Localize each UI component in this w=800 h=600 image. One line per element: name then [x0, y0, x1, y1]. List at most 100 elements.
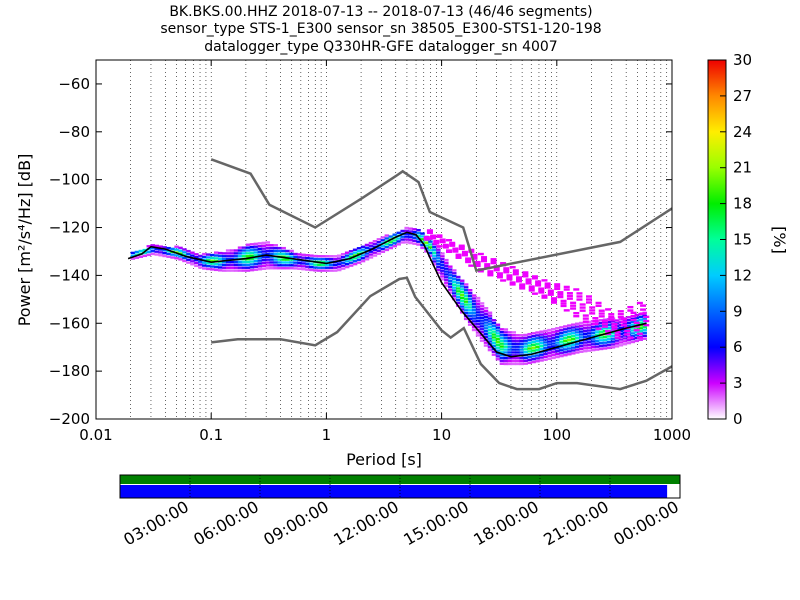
- heatmap-cell: [555, 350, 560, 353]
- heatmap-cell: [531, 332, 536, 335]
- heatmap-cell: [336, 254, 342, 257]
- heatmap-cell: [535, 360, 540, 363]
- heatmap-cell: [582, 341, 588, 344]
- heatmap-cell: [368, 253, 374, 256]
- heatmap-cell: [465, 259, 472, 262]
- heatmap-cell: [487, 323, 493, 326]
- heatmap-cell: [551, 345, 556, 348]
- heatmap-cell: [582, 344, 588, 347]
- heatmap-cell: [567, 347, 572, 350]
- colorbar-ticks: 0 3 6 9 12 15 18 21 24 27 30: [720, 51, 752, 428]
- heatmap-cell: [297, 267, 302, 270]
- heatmap-cell: [225, 257, 231, 261]
- heatmap-cell: [428, 249, 433, 252]
- heatmap-cell: [495, 326, 501, 329]
- heatmap-cell: [448, 274, 453, 277]
- heatmap-cell: [507, 351, 513, 354]
- heatmap-cell: [638, 315, 643, 319]
- heatmap-cell: [317, 269, 322, 272]
- heatmap-cell: [477, 270, 484, 273]
- heatmap-cell: [452, 247, 459, 250]
- heatmap-cell: [237, 269, 243, 272]
- heatmap-cell: [463, 300, 469, 303]
- heatmap-cell: [606, 335, 612, 338]
- colorbar-tick-label: 9: [733, 302, 743, 320]
- heatmap-cell: [602, 338, 608, 342]
- heatmap-cell: [285, 267, 290, 270]
- timeline-tick-label: 21:00:00: [540, 497, 612, 549]
- heatmap-cell: [633, 325, 640, 328]
- heatmap-cell: [202, 261, 207, 264]
- heatmap-cell: [428, 246, 433, 249]
- heatmap-cell: [348, 258, 354, 262]
- heatmap-cell: [225, 249, 231, 252]
- heatmap-cell: [642, 328, 647, 332]
- heatmap-cell: [467, 291, 473, 295]
- heatmap-cell: [479, 305, 485, 308]
- heatmap-cell: [436, 245, 443, 248]
- heatmap-cell: [551, 297, 558, 300]
- heatmap-cell: [618, 341, 624, 344]
- heatmap-cell: [364, 255, 370, 258]
- heatmap-cell: [601, 319, 608, 323]
- heatmap-cell: [404, 235, 409, 238]
- heatmap-cell: [573, 311, 580, 315]
- heatmap-cell: [233, 255, 239, 258]
- heatmap-cell: [213, 262, 219, 266]
- heatmap-cell: [150, 244, 155, 247]
- heatmap-cell: [305, 265, 310, 268]
- heatmap-cell: [178, 249, 183, 252]
- heatmap-cell: [432, 260, 437, 263]
- heatmap-cell: [289, 264, 294, 267]
- heatmap-cell: [265, 252, 271, 256]
- heatmap-cell: [634, 333, 640, 337]
- heatmap-cell: [309, 268, 314, 272]
- heatmap-cell: [444, 267, 449, 270]
- heatmap-cell: [313, 269, 318, 272]
- heatmap-cell: [269, 244, 275, 247]
- heatmap-cell: [221, 255, 227, 258]
- heatmap-cell: [622, 322, 628, 326]
- heatmap-cell: [523, 362, 528, 365]
- heatmap-cell: [491, 330, 497, 333]
- heatmap-cell: [446, 250, 453, 254]
- heatmap-cell: [543, 346, 548, 350]
- heatmap-cell: [233, 266, 239, 269]
- heatmap-cell: [380, 244, 386, 248]
- heatmap-cell: [289, 267, 294, 270]
- heatmap-cell: [436, 234, 443, 237]
- heatmap-cell: [479, 339, 485, 342]
- heatmap-cell: [217, 251, 223, 255]
- heatmap-cell: [515, 339, 520, 343]
- heatmap-cell: [408, 233, 413, 236]
- heatmap-cell: [166, 252, 171, 256]
- heatmap-cell: [479, 330, 485, 334]
- heatmap-cell: [575, 345, 580, 348]
- heatmap-cell: [515, 357, 520, 360]
- heatmap-cell: [313, 266, 318, 269]
- heatmap-cell: [630, 315, 637, 318]
- heatmap-cell: [579, 309, 586, 312]
- heatmap-cell: [430, 234, 437, 237]
- heatmap-cell: [420, 232, 425, 235]
- heatmap-cell: [620, 321, 627, 324]
- heatmap-cell: [416, 240, 421, 243]
- heatmap-cell: [547, 354, 552, 358]
- heatmap-cell: [325, 257, 330, 261]
- heatmap-cell: [535, 331, 540, 334]
- heatmap-cell: [273, 252, 278, 256]
- heatmap-cell: [384, 248, 390, 252]
- heatmap-cell: [467, 311, 473, 315]
- heatmap-cell: [237, 266, 243, 269]
- heatmap-cell: [566, 294, 573, 298]
- heatmap-cell: [586, 329, 592, 332]
- heatmap-cell: [253, 268, 259, 271]
- heatmap-cell: [567, 335, 572, 339]
- heatmap-cell: [221, 263, 227, 267]
- heatmap-cell: [146, 250, 152, 254]
- heatmap-cell: [225, 255, 231, 258]
- heatmap-cell: [630, 335, 636, 338]
- heatmap-cell: [333, 255, 338, 258]
- heatmap-cell: [182, 256, 187, 260]
- heatmap-cell: [273, 267, 278, 270]
